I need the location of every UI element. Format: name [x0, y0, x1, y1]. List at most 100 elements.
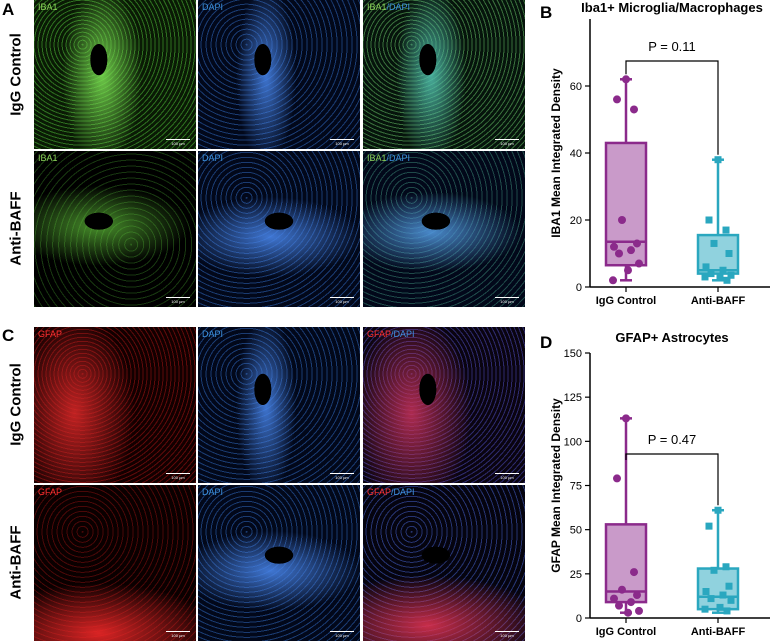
data-point [613, 474, 621, 483]
scale-bar: 100 µm [166, 473, 190, 480]
channel-label: GFAP/DAPI [367, 487, 415, 497]
data-point [633, 239, 641, 248]
y-tick-label: 0 [576, 282, 582, 294]
channel-name: GFAP [38, 487, 63, 497]
data-point [622, 75, 630, 84]
channel-label: IBA1 [38, 153, 58, 163]
x-tick-label: IgG Control [596, 626, 657, 638]
channel-label: IBA1/DAPI [367, 153, 410, 163]
scale-bar: 100 µm [495, 473, 519, 480]
data-point [610, 242, 618, 251]
data-point [627, 598, 635, 607]
channel-label: GFAP [38, 329, 62, 339]
data-point [727, 596, 735, 604]
micrograph: GFAP/DAPI 100 µm [363, 327, 525, 483]
significance-bracket [625, 60, 719, 155]
y-tick-label: 25 [570, 569, 582, 581]
p-value: P = 0.11 [648, 39, 696, 54]
chart-title: GFAP+ Astrocytes [615, 330, 728, 345]
channel-label: DAPI [202, 153, 223, 163]
data-point [701, 273, 709, 281]
scale-bar: 100 µm [330, 139, 354, 146]
scale-bar: 100 µm [330, 297, 354, 304]
significance-bracket [625, 453, 719, 506]
micrograph: IBA1/DAPI 100 µm [363, 0, 525, 149]
channel-label: DAPI [202, 329, 223, 339]
channel-name: IBA1 [38, 2, 58, 12]
scale-bar: 100 µm [166, 139, 190, 146]
channel-label: IBA1 [38, 2, 58, 12]
y-axis-label: GFAP Mean Integrated Density [549, 398, 563, 573]
data-point [613, 95, 621, 104]
data-point [725, 582, 733, 590]
micrograph: IBA1 100 µm [34, 151, 196, 307]
micrograph: DAPI 100 µm [198, 327, 360, 483]
data-point [630, 105, 638, 114]
y-tick-label: 60 [570, 81, 582, 93]
micrograph: IBA1 100 µm [34, 0, 196, 149]
y-axis-label: IBA1 Mean Integrated Density [549, 68, 563, 238]
channel-name: GFAP [367, 487, 392, 497]
data-point [615, 601, 623, 610]
data-point [723, 276, 731, 284]
data-point [714, 506, 722, 514]
micrograph: DAPI 100 µm [198, 485, 360, 641]
panel-letter: D [540, 333, 552, 352]
data-point [723, 607, 731, 615]
data-point [618, 216, 626, 224]
scale-bar: 100 µm [495, 297, 519, 304]
data-point [722, 226, 730, 234]
channel-label: DAPI [202, 487, 223, 497]
data-point [705, 216, 713, 224]
channel-name: /DAPI [391, 329, 415, 339]
channel-name: IBA1 [367, 153, 387, 163]
channel-name: /DAPI [386, 2, 411, 12]
channel-name: DAPI [202, 329, 224, 339]
channel-name: /DAPI [386, 153, 411, 163]
data-point [725, 250, 733, 257]
data-point [707, 595, 715, 603]
channel-label: DAPI [202, 2, 223, 12]
channel-name: DAPI [202, 153, 224, 163]
y-tick-label: 50 [570, 525, 582, 537]
data-point [627, 246, 635, 255]
channel-name: GFAP [38, 329, 63, 339]
channel-label: GFAP/DAPI [367, 329, 415, 339]
data-point [705, 522, 713, 530]
data-point [714, 156, 722, 164]
box [604, 523, 648, 604]
scale-bar: 100 µm [495, 631, 519, 638]
data-point [635, 606, 643, 615]
micrograph: GFAP/DAPI 100 µm [363, 485, 525, 641]
data-point [710, 239, 718, 247]
scale-bar: 100 µm [166, 297, 190, 304]
channel-name: /DAPI [391, 487, 415, 497]
channel-name: GFAP [367, 329, 392, 339]
micrograph: IBA1/DAPI 100 µm [363, 151, 525, 307]
y-tick-label: 20 [570, 215, 582, 227]
channel-name: DAPI [202, 2, 224, 12]
micrograph: DAPI 100 µm [198, 0, 360, 149]
data-point [702, 588, 710, 595]
x-tick-label: Anti-BAFF [691, 295, 746, 307]
data-point [702, 263, 710, 271]
data-point [722, 563, 730, 571]
data-point [630, 568, 638, 577]
chart-title: Iba1+ Microglia/Macrophages [581, 0, 763, 15]
p-value: P = 0.47 [648, 432, 697, 447]
micrograph: GFAP 100 µm [34, 485, 196, 641]
channel-name: DAPI [202, 487, 224, 497]
channel-label: IBA1/DAPI [367, 2, 410, 12]
x-tick-label: Anti-BAFF [691, 626, 746, 638]
channel-label: GFAP [38, 487, 62, 497]
panel-letter: A [2, 0, 15, 19]
scale-bar: 100 µm [166, 631, 190, 638]
data-point [624, 608, 632, 617]
data-point [710, 566, 718, 574]
panel-letter: C [2, 326, 15, 345]
y-tick-label: 75 [570, 481, 582, 493]
data-point [609, 276, 617, 285]
data-point [727, 271, 735, 279]
